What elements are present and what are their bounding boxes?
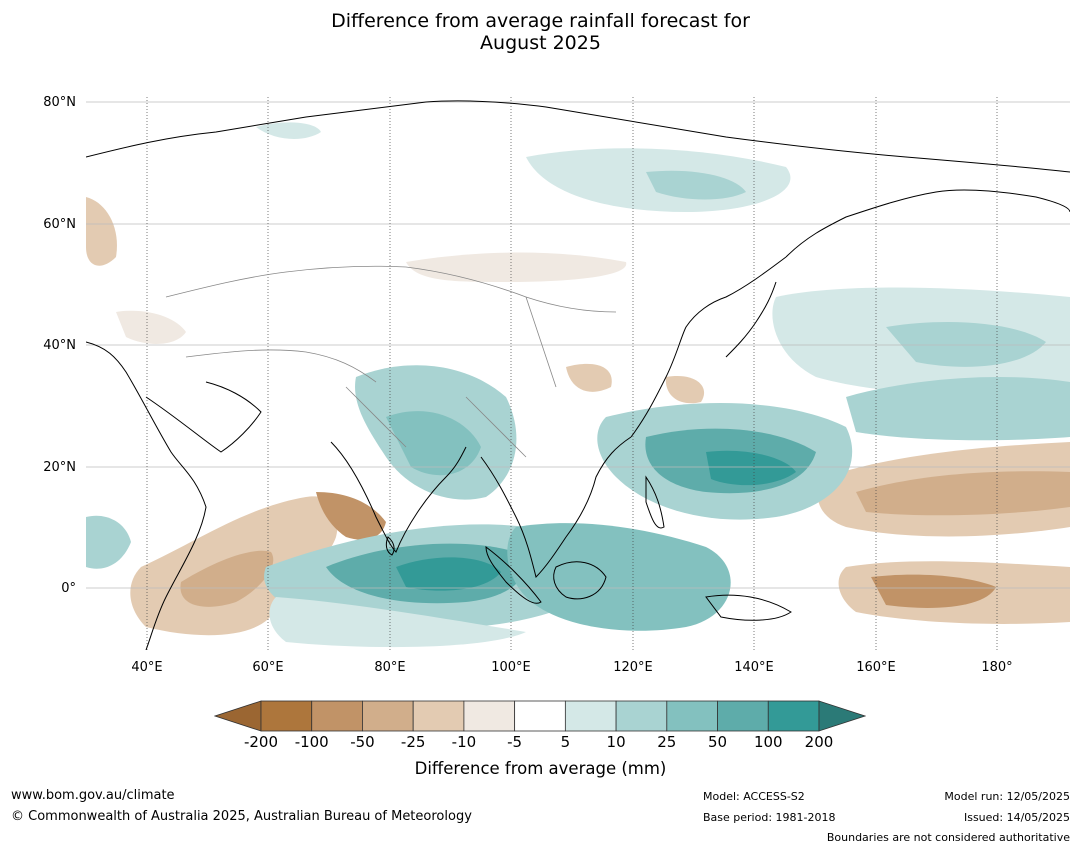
lon-label-60e: 60°E [252,660,284,675]
dry-zone-central-asia [116,310,186,344]
colorbar-tick-label: -10 [451,733,477,751]
lat-label-80n: 80°N [43,95,76,110]
colorbar-bin [362,700,414,732]
dry-zone-japan [665,376,705,404]
dry-zone-pacific-east-core [856,471,1070,516]
coast-russia-pacific [785,189,1070,258]
colorbar-tick-label: -100 [294,733,329,751]
model-text: Model: ACCESS-S2 [703,790,805,803]
colorbar-bin [564,700,617,732]
rainfall-anomaly-fields [86,122,1070,648]
colorbar-bin [311,700,363,732]
colorbar-bin [717,700,769,732]
colorbar-bin [514,700,566,732]
dry-zone-equatorial-pacific-core [871,574,996,608]
coast-borneo [553,561,607,600]
lon-label-160e: 160°E [856,660,896,675]
colorbar-tick-label: 50 [707,733,728,751]
coast-sri-lanka [385,536,395,556]
coast-arabia [145,381,262,453]
lat-label-20n: 20°N [43,460,76,475]
colorbar-bin [463,700,516,732]
wet-zone-arctic [256,122,321,139]
colorbar-tick-label: -50 [350,733,375,751]
wet-zone-south-maritime [269,597,526,648]
colorbar-tick-label: 25 [657,733,677,751]
dry-zone-india-south [316,492,386,540]
colorbar-tick-label: 10 [606,733,626,751]
colorbar-bin [412,700,465,732]
dry-zone-tibet [566,363,612,392]
dry-zone-arabian-sea-core [180,550,274,607]
colorbar-bin [260,700,313,732]
wet-zone-bay-of-bengal-core [386,411,481,476]
country-boundaries [165,265,617,458]
lat-label-40n: 40°N [43,338,76,353]
coast-southeast-asia [480,436,632,578]
rainfall-map [86,97,1070,650]
coast-sumatra [485,545,542,604]
colorbar-tick-label: -200 [243,733,279,751]
copyright-text: © Commonwealth of Australia 2025, Austra… [11,809,472,824]
colorbar-bin [666,700,718,732]
lon-label-120e: 120°E [613,660,653,675]
gridlines [86,101,1070,589]
colorbar-tick-label: 200 [804,733,834,751]
lon-label-180: 180° [981,660,1013,675]
title-line-2: August 2025 [480,32,601,54]
lon-label-80e: 80°E [374,660,406,675]
coast-philippines [645,475,665,529]
colorbar-bin [767,700,820,732]
coast-china [630,256,787,438]
colorbar-tick-label: 5 [560,733,571,751]
colorbar-overflow [818,700,866,732]
lat-label-equator: 0° [61,581,76,596]
dry-zone-east-africa [86,197,117,266]
coast-new-guinea [705,594,792,621]
base-period-text: Base period: 1981-2018 [703,811,836,824]
colorbar-tick-label: 100 [753,733,783,751]
lat-label-60n: 60°N [43,217,76,232]
coastlines [86,100,1070,650]
colorbar-title: Difference from average (mm) [414,759,667,778]
wet-zone-east-africa [86,515,131,569]
colorbar-tick-label: -25 [400,733,426,751]
coast-india [330,441,467,553]
issued-text: Issued: 14/05/2025 [963,811,1070,824]
website-link[interactable]: www.bom.gov.au/climate [11,788,175,803]
colorbar-underflow [214,700,262,732]
dry-zone-mongolia [406,252,627,282]
wet-zone-central-pacific [846,377,1070,441]
disclaimer-text: Boundaries are not considered authoritat… [826,831,1070,844]
colorbar-bin [615,700,668,732]
title-line-1: Difference from average rainfall forecas… [331,10,750,32]
coast-japan [725,281,777,358]
wet-zone-siberia-east [646,170,746,200]
coast-arctic [86,100,1070,173]
lon-label-100e: 100°E [491,660,531,675]
meridians [146,97,998,650]
wet-zone-maritime-continent [507,523,731,631]
wet-zone-western-pacific-core [706,450,796,486]
chart-title: Difference from average rainfall forecas… [0,10,1081,54]
lon-label-140e: 140°E [734,660,774,675]
wet-zone-indian-ocean-core [396,557,501,591]
map-svg [86,97,1070,650]
coast-africa-arabia [86,341,207,650]
model-run-text: Model run: 12/05/2025 [944,790,1070,803]
lon-label-40e: 40°E [131,660,163,675]
wet-zone-north-pacific-core [886,322,1046,367]
colorbar [214,700,866,732]
colorbar-tick-label: -5 [507,733,523,751]
